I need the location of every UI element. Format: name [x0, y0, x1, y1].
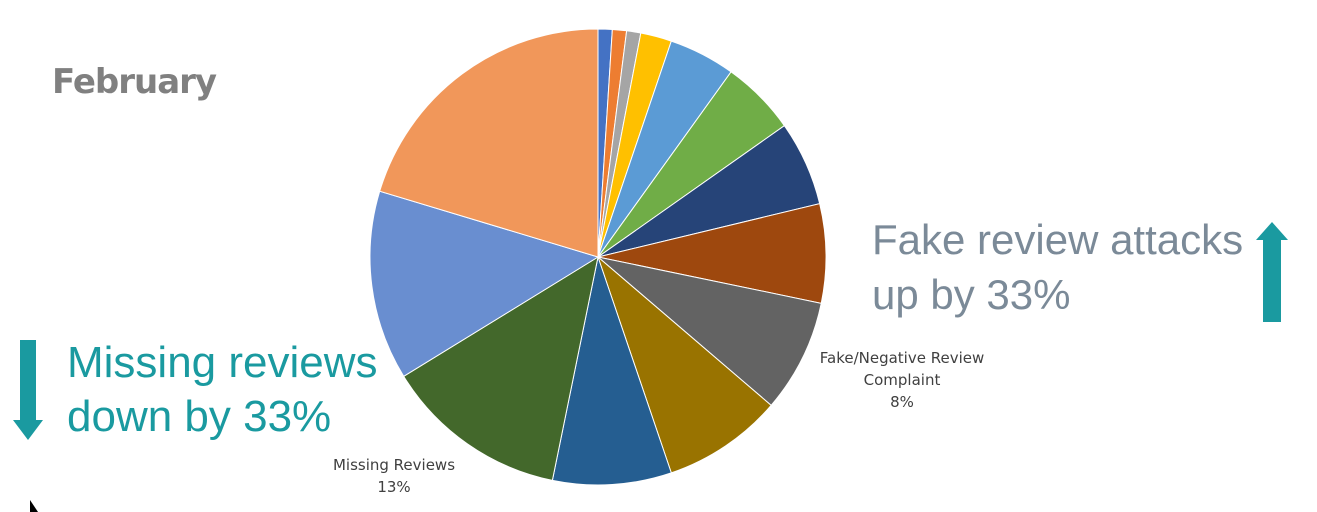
up-arrow	[1256, 222, 1288, 322]
label-value: 13%	[377, 478, 411, 496]
label-name: Missing Reviews	[332, 456, 456, 474]
data-label: Fake/Negative Review Complaint 8%	[812, 347, 992, 413]
label-name: Fake/Negative Review Complaint	[819, 349, 985, 389]
annotation: Fake review attacks up by 33%	[872, 216, 1244, 318]
pie-slice	[379, 28, 599, 258]
pie	[369, 28, 827, 486]
cursor	[30, 500, 38, 512]
pie-slice	[551, 255, 672, 486]
label-value: 8%	[890, 393, 914, 411]
pie-slice	[597, 256, 822, 407]
annotation: Missing reviews down by 33%	[67, 338, 378, 441]
pie-slice	[369, 190, 600, 378]
pie-slice	[403, 255, 599, 481]
pie-slice	[596, 255, 772, 474]
data-label: Missing Reviews 13%	[314, 454, 474, 498]
chart-title: February	[52, 62, 217, 102]
down-arrow	[13, 340, 43, 440]
